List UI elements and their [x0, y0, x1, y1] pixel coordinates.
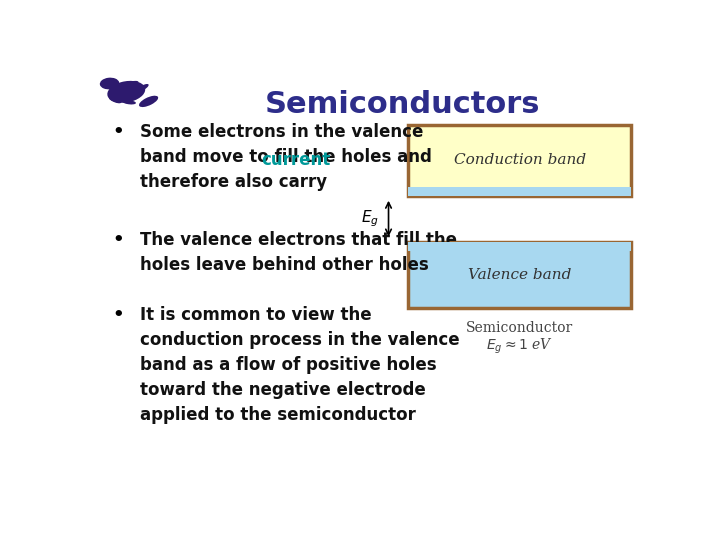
Text: The valence electrons that fill the
holes leave behind other holes: The valence electrons that fill the hole… — [140, 231, 457, 274]
Text: •: • — [112, 123, 124, 141]
Text: Some electrons in the valence
band move to fill the holes and
therefore also car: Some electrons in the valence band move … — [140, 123, 432, 191]
Bar — [408, 187, 631, 196]
Text: current: current — [261, 151, 330, 168]
Text: •: • — [112, 231, 124, 249]
Ellipse shape — [138, 84, 148, 91]
Text: Semiconductors: Semiconductors — [265, 90, 540, 119]
Ellipse shape — [100, 78, 120, 90]
Bar — [408, 125, 631, 196]
Text: Semiconductor: Semiconductor — [466, 321, 573, 334]
Ellipse shape — [109, 97, 121, 103]
Text: It is common to view the
conduction process in the valence
band as a flow of pos: It is common to view the conduction proc… — [140, 306, 460, 424]
Ellipse shape — [107, 81, 145, 103]
Text: •: • — [112, 306, 124, 324]
Text: Conduction band: Conduction band — [454, 153, 586, 167]
Ellipse shape — [122, 100, 136, 104]
Ellipse shape — [125, 81, 138, 86]
Text: $E_g$: $E_g$ — [361, 208, 379, 229]
Text: $E_g \approx 1$ eV: $E_g \approx 1$ eV — [486, 337, 553, 356]
Bar — [408, 241, 631, 251]
Bar — [408, 241, 631, 308]
Text: Valence band: Valence band — [468, 268, 572, 282]
Ellipse shape — [139, 96, 158, 107]
